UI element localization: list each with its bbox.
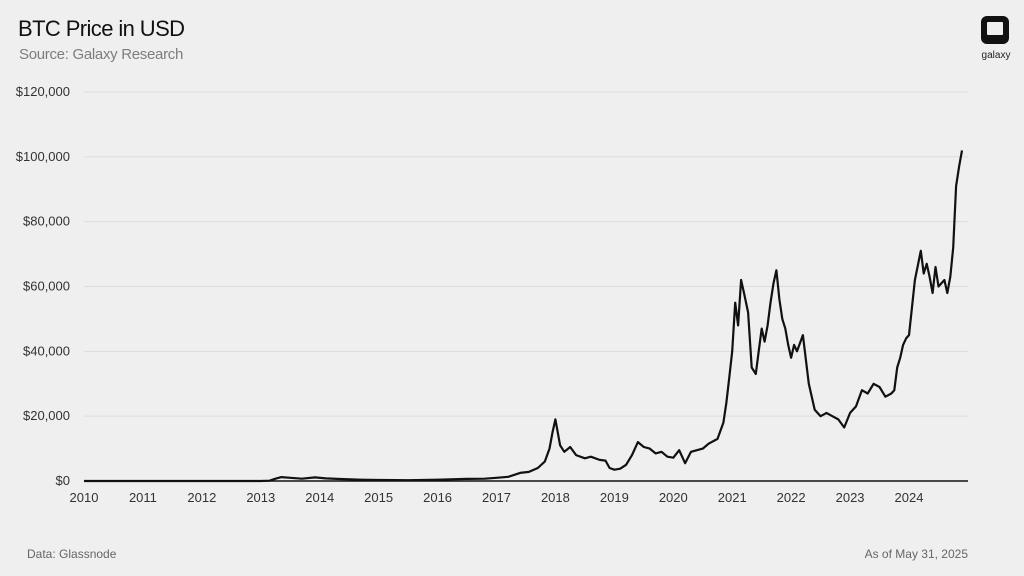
y-tick-label: $40,000 [23, 343, 70, 358]
y-tick-label: $0 [56, 473, 70, 488]
galaxy-logo-text: galaxy [981, 50, 1011, 61]
y-tick-label: $20,000 [23, 408, 70, 423]
y-tick-label: $80,000 [23, 214, 70, 229]
y-tick-label: $100,000 [16, 149, 70, 164]
btc-price-line [84, 150, 964, 483]
chart-title: BTC Price in USD [18, 16, 185, 41]
x-tick-label: 2012 [187, 490, 216, 505]
x-tick-label: 2010 [70, 490, 99, 505]
y-axis-ticks: $0 $20,000 $40,000 $60,000 $80,000 $100,000 $1… [16, 84, 70, 488]
as-of-date: As of May 31, 2025 [864, 547, 968, 561]
x-tick-label: 2023 [836, 490, 865, 505]
x-tick-label: 2024 [895, 490, 924, 505]
x-tick-label: 2014 [305, 490, 334, 505]
x-tick-label: 2021 [718, 490, 747, 505]
x-tick-label: 2022 [777, 490, 806, 505]
x-tick-label: 2011 [129, 490, 157, 505]
galaxy-logo-icon [981, 16, 1009, 44]
y-tick-label: $60,000 [23, 279, 70, 294]
data-source-note: Data: Glassnode [27, 547, 117, 561]
galaxy-logo: galaxy [976, 16, 1016, 64]
x-tick-label: 2017 [482, 490, 511, 505]
x-tick-label: 2020 [659, 490, 688, 505]
grid-lines [84, 91, 968, 417]
x-tick-label: 2016 [423, 490, 452, 505]
x-tick-label: 2013 [246, 490, 275, 505]
chart-subtitle: Source: Galaxy Research [19, 46, 184, 63]
x-tick-label: 2019 [600, 490, 629, 505]
x-axis-ticks: 2010 2011 2012 2013 2014 2015 2016 2017 2018 2019… [70, 490, 924, 505]
x-tick-label: 2018 [541, 490, 570, 505]
x-tick-label: 2015 [364, 490, 393, 505]
y-tick-label: $120,000 [16, 84, 70, 99]
